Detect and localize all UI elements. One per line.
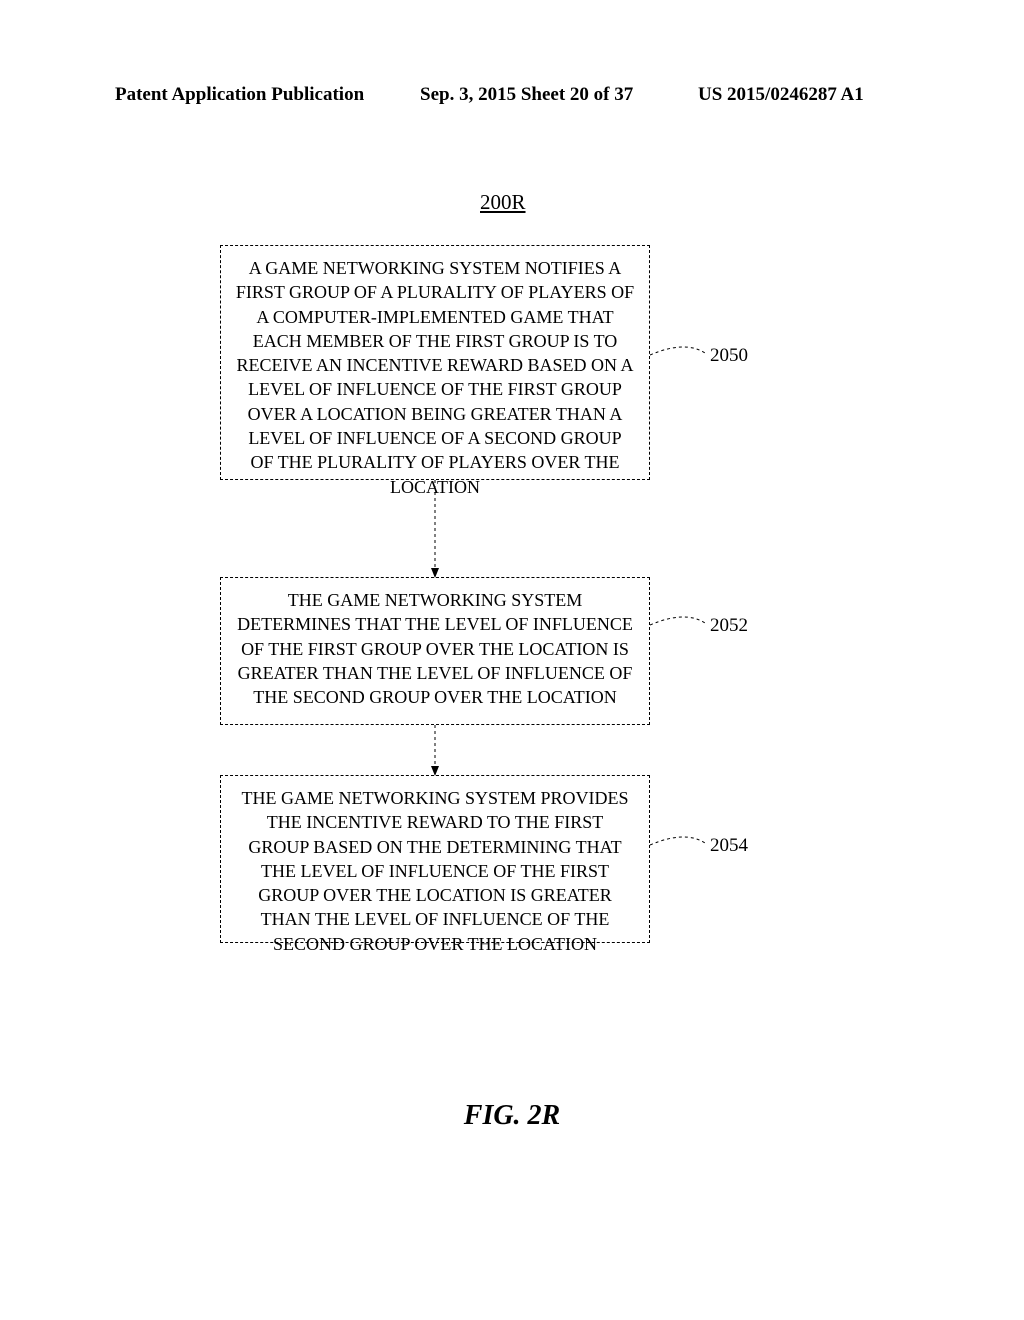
reference-label-3: 2054 <box>710 835 748 857</box>
leader-line-2 <box>650 617 705 625</box>
flowchart-box-3: THE GAME NETWORKING SYSTEM PROVIDES THE … <box>220 775 650 943</box>
leader-line-3 <box>650 837 705 845</box>
header-center: Sep. 3, 2015 Sheet 20 of 37 <box>420 84 633 106</box>
header-right: US 2015/0246287 A1 <box>698 84 864 106</box>
reference-label-2: 2052 <box>710 615 748 637</box>
flowchart-box-1-text: A GAME NETWORKING SYSTEM NOTIFIES A FIRS… <box>236 258 634 497</box>
patent-page: Patent Application Publication Sep. 3, 2… <box>0 0 1024 1320</box>
figure-caption: FIG. 2R <box>0 1100 1024 1132</box>
leader-line-1 <box>650 347 705 355</box>
figure-reference-number: 200R <box>480 190 526 215</box>
reference-label-1: 2050 <box>710 345 748 367</box>
flowchart-box-2: THE GAME NETWORKING SYSTEM DETERMINES TH… <box>220 577 650 725</box>
header-left: Patent Application Publication <box>115 84 364 106</box>
flowchart-box-3-text: THE GAME NETWORKING SYSTEM PROVIDES THE … <box>242 788 629 954</box>
flowchart-box-1: A GAME NETWORKING SYSTEM NOTIFIES A FIRS… <box>220 245 650 480</box>
flowchart-box-2-text: THE GAME NETWORKING SYSTEM DETERMINES TH… <box>237 590 633 707</box>
